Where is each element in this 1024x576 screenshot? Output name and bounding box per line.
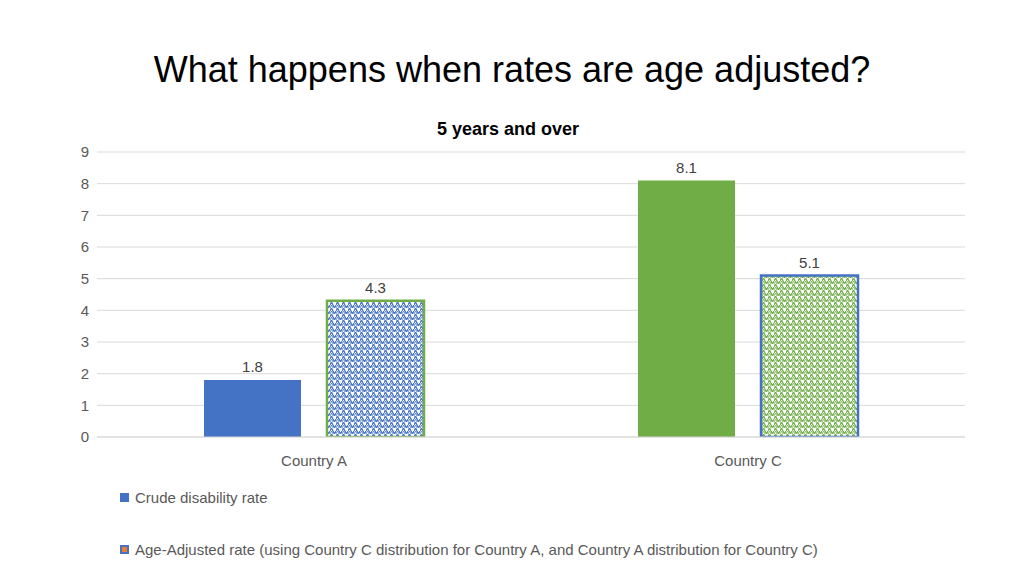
svg-text:9: 9 [81,143,89,160]
svg-text:8.1: 8.1 [676,159,697,176]
svg-text:1.8: 1.8 [242,358,263,375]
svg-text:8: 8 [81,175,89,192]
svg-text:4.3: 4.3 [365,279,386,296]
svg-text:0: 0 [81,428,89,445]
html-text:Age-Adjusted rate (using Count: Age-Adjusted rate (using Country C distr… [135,540,818,558]
svg-text:6: 6 [81,238,89,255]
svg-text:7: 7 [81,207,89,224]
html-text:5 years and over: 5 years and over [437,119,579,139]
svg-text:Country C: Country C [714,452,782,469]
svg-text:Country A: Country A [281,452,347,469]
svg-text:1: 1 [81,397,89,414]
html-text:What happens when rates are ag: What happens when rates are age adjusted… [153,49,871,90]
svg-text:5.1: 5.1 [799,254,820,271]
html-text:Crude disability rate: Crude disability rate [135,488,268,506]
svg-text:5: 5 [81,270,89,287]
svg-text:2: 2 [81,365,89,382]
svg-text:4: 4 [81,302,89,319]
svg-text:3: 3 [81,333,89,350]
